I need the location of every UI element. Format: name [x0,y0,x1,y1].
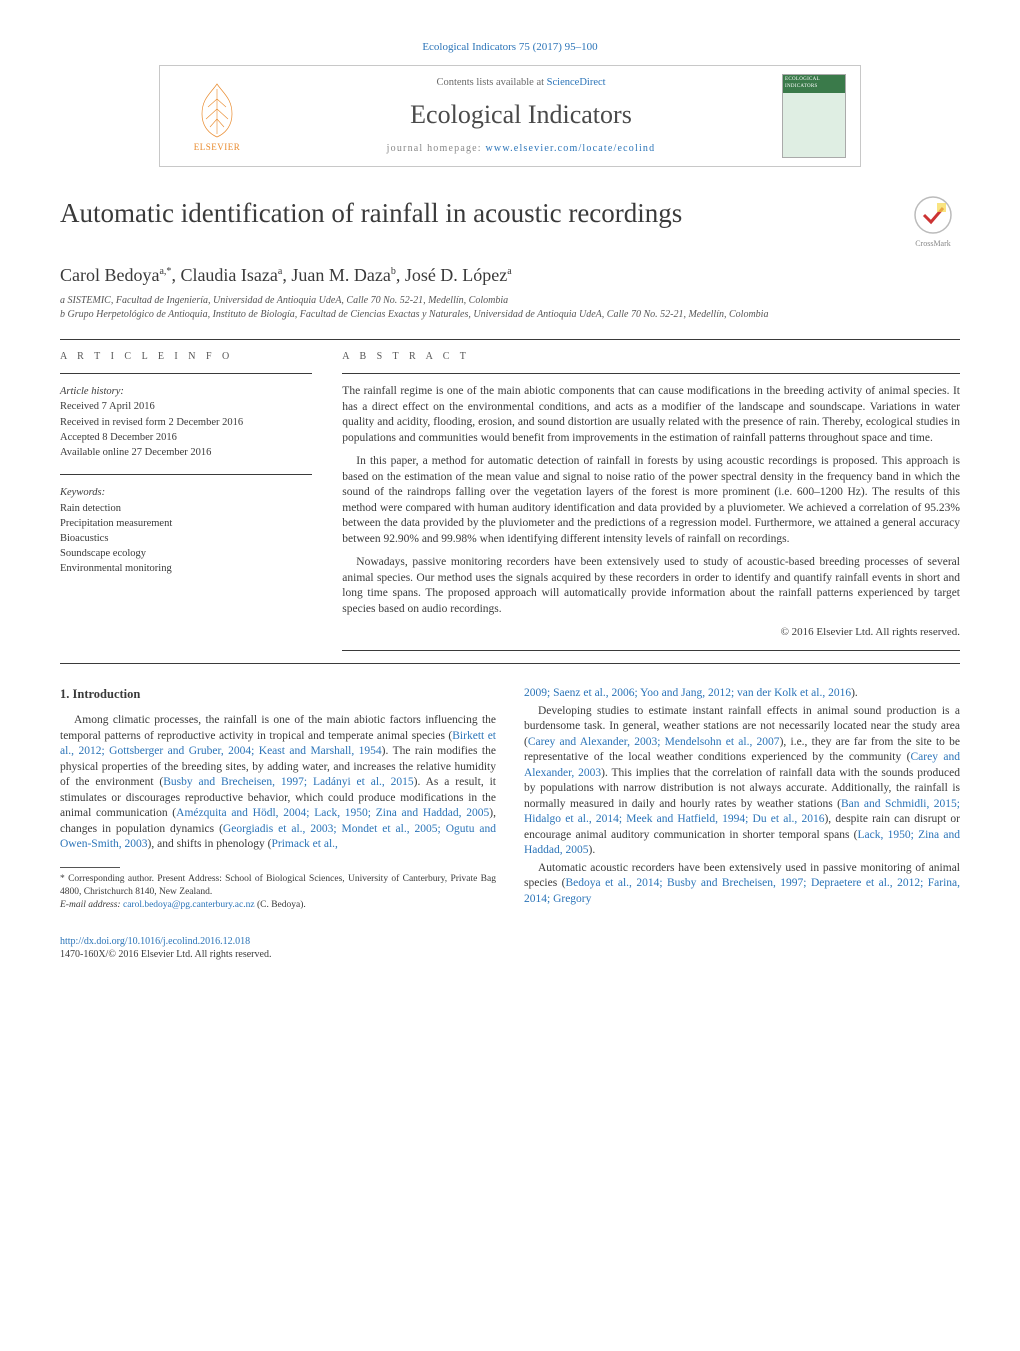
article-info-column: A R T I C L E I N F O Article history: R… [60,350,312,662]
publisher-name: ELSEVIER [194,141,241,153]
doi-link[interactable]: http://dx.doi.org/10.1016/j.ecolind.2016… [60,936,250,947]
article-body: 1. Introduction Among climatic processes… [60,686,960,912]
abstract-p1: The rainfall regime is one of the main a… [342,384,960,446]
section-1-heading: 1. Introduction [60,686,496,703]
journal-homepage: journal homepage: www.elsevier.com/locat… [260,142,782,156]
crossmark-label: CrossMark [906,239,960,250]
divider [342,373,960,374]
abstract-p2: In this paper, a method for automatic de… [342,454,960,547]
citation-link[interactable]: Busby and Brecheisen, 1997; Ladányi et a… [163,776,413,788]
publisher-logo[interactable]: ELSEVIER [174,79,260,153]
citation-link[interactable]: Carey and Alexander, 2003; Mendelsohn et… [528,736,780,748]
footnote-separator [60,867,120,868]
journal-name: Ecological Indicators [260,97,782,132]
contents-box: ELSEVIER Contents lists available at Sci… [159,65,861,167]
article-info-heading: A R T I C L E I N F O [60,350,312,364]
keywords: Keywords: Rain detection Precipitation m… [60,485,312,576]
header-citation[interactable]: Ecological Indicators 75 (2017) 95–100 [60,40,960,55]
journal-cover-thumbnail[interactable] [782,74,846,158]
abstract-column: A B S T R A C T The rainfall regime is o… [342,350,960,662]
author-email-link[interactable]: carol.bedoya@pg.canterbury.ac.nz [123,900,255,910]
citation-link[interactable]: Bedoya et al., 2014; Busby and Brecheise… [524,877,960,905]
elsevier-tree-icon [190,79,244,139]
contents-available: Contents lists available at ScienceDirec… [260,76,782,90]
affiliations: a SISTEMIC, Facultad de Ingeniería, Univ… [60,294,960,323]
divider [342,650,960,651]
body-p3: Automatic acoustic recorders have been e… [524,861,960,908]
affiliation-b: b Grupo Herpetológico de Antioquia, Inst… [60,308,960,323]
abstract-heading: A B S T R A C T [342,350,960,364]
abstract-p3: Nowadays, passive monitoring recorders h… [342,555,960,617]
article-title: Automatic identification of rainfall in … [60,195,682,231]
divider [60,373,312,374]
body-p1-cont: 2009; Saenz et al., 2006; Yoo and Jang, … [524,686,960,702]
crossmark-badge[interactable]: CrossMark [906,195,960,250]
footnotes: * Corresponding author. Present Address:… [60,873,496,913]
divider [60,339,960,340]
citation-link[interactable]: Amézquita and Hödl, 2004; Lack, 1950; Zi… [176,807,489,819]
page-footer: http://dx.doi.org/10.1016/j.ecolind.2016… [60,935,960,962]
authors-list: Carol Bedoyaa,*, Claudia Isazaa, Juan M.… [60,263,960,287]
email-note: E-mail address: carol.bedoya@pg.canterbu… [60,899,496,912]
divider [60,474,312,475]
sciencedirect-link[interactable]: ScienceDirect [547,77,606,88]
crossmark-icon [913,195,953,235]
citation-link[interactable]: 2009; Saenz et al., 2006; Yoo and Jang, … [524,687,851,699]
body-p2: Developing studies to estimate instant r… [524,704,960,859]
divider [60,663,960,664]
body-p1: Among climatic processes, the rainfall i… [60,713,496,853]
abstract-copyright: © 2016 Elsevier Ltd. All rights reserved… [342,625,960,640]
corresponding-author-note: * Corresponding author. Present Address:… [60,873,496,900]
homepage-link[interactable]: www.elsevier.com/locate/ecolind [485,143,655,154]
citation-link[interactable]: Primack et al., [271,838,337,850]
article-history: Article history: Received 7 April 2016 R… [60,384,312,460]
affiliation-a: a SISTEMIC, Facultad de Ingeniería, Univ… [60,294,960,309]
issn-copyright: 1470-160X/© 2016 Elsevier Ltd. All right… [60,948,960,962]
